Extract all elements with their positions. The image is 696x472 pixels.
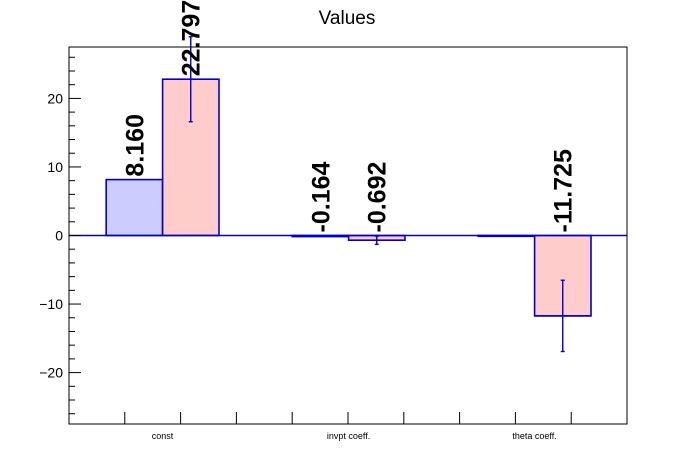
y-axis: −20 −10 0 10 20	[39, 56, 81, 415]
data-label: -0.164	[307, 162, 335, 233]
data-label: -0.692	[364, 162, 392, 233]
bar	[105, 178, 164, 237]
data-labels-layer: 8.160 -0.164 22.797 -0.692 -11.725	[121, 0, 578, 233]
error-bar	[162, 36, 219, 123]
chart-title: Values	[319, 8, 376, 29]
y-tick-label: −10	[39, 296, 63, 312]
x-tick-label: theta coeff.	[512, 431, 556, 441]
data-label: 8.160	[121, 114, 149, 177]
bars-layer	[69, 36, 627, 353]
data-label: 22.797	[178, 0, 206, 76]
y-tick-label: −20	[39, 365, 63, 381]
x-tick-label: const	[152, 431, 174, 441]
y-tick-label: 0	[55, 228, 63, 244]
y-tick-label: 10	[47, 159, 63, 175]
data-label: -11.725	[550, 149, 578, 233]
x-axis: const invpt coeff. theta coeff.	[68, 412, 628, 441]
error-bar	[534, 279, 591, 353]
x-tick-label: invpt coeff.	[327, 431, 370, 441]
y-tick-label: 20	[47, 90, 63, 106]
